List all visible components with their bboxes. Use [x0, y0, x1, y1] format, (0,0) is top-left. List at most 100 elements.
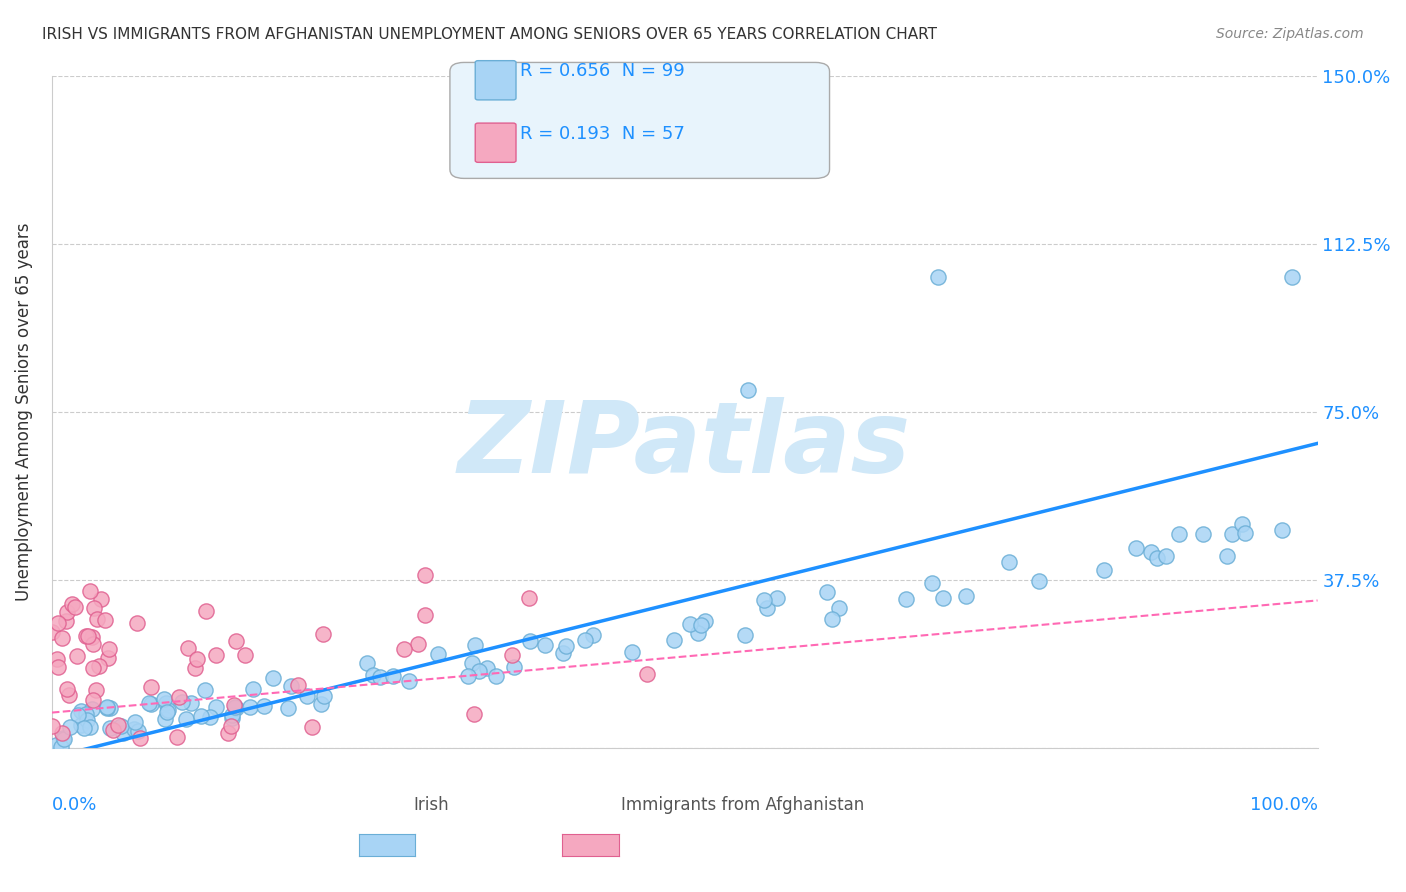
Point — [67, 708, 90, 723]
Point — [1146, 551, 1168, 566]
Point — [124, 714, 146, 729]
Point — [280, 679, 302, 693]
Text: Immigrants from Afghanistan: Immigrants from Afghanistan — [621, 796, 865, 814]
Point — [368, 671, 391, 685]
Point — [84, 682, 107, 697]
Point — [1216, 549, 1239, 563]
Point — [233, 648, 256, 662]
Point — [413, 607, 436, 622]
Point — [998, 555, 1021, 569]
Text: ZIPatlas: ZIPatlas — [458, 397, 911, 494]
Point — [76, 713, 98, 727]
Point — [127, 723, 149, 738]
Point — [398, 673, 420, 688]
Point — [752, 593, 775, 607]
Point — [87, 658, 110, 673]
Point — [406, 637, 429, 651]
Point — [51, 632, 73, 646]
Point — [1156, 549, 1178, 564]
Point — [277, 701, 299, 715]
Point — [534, 638, 557, 652]
Point — [686, 625, 709, 640]
Point — [242, 681, 264, 696]
Point — [70, 718, 93, 732]
Point — [295, 690, 318, 704]
Point — [186, 652, 208, 666]
Point — [309, 697, 332, 711]
Point — [690, 618, 713, 632]
Point — [468, 664, 491, 678]
Point — [636, 667, 658, 681]
Point — [82, 693, 104, 707]
Point — [96, 700, 118, 714]
Point — [693, 614, 716, 628]
Point — [86, 612, 108, 626]
Point — [82, 630, 104, 644]
Point — [63, 600, 86, 615]
Point — [60, 597, 83, 611]
Point — [485, 669, 508, 683]
Point — [392, 641, 415, 656]
Point — [55, 605, 77, 619]
Point — [46, 659, 69, 673]
Point — [221, 711, 243, 725]
Text: 0.0%: 0.0% — [52, 796, 97, 814]
Point — [198, 710, 221, 724]
Text: 100.0%: 100.0% — [1250, 796, 1317, 814]
Point — [103, 723, 125, 738]
Point — [82, 660, 104, 674]
Point — [127, 615, 149, 630]
Point — [222, 698, 245, 712]
Point — [45, 738, 67, 752]
Point — [58, 688, 80, 702]
Point — [927, 270, 949, 285]
Point — [621, 645, 644, 659]
Point — [262, 671, 284, 685]
Point — [122, 722, 145, 736]
Point — [204, 648, 226, 662]
Point — [177, 641, 200, 656]
Point — [1234, 526, 1257, 541]
Point — [219, 718, 242, 732]
Point — [73, 721, 96, 735]
Point — [55, 614, 77, 628]
Point — [1125, 541, 1147, 555]
Point — [76, 629, 98, 643]
Point — [46, 616, 69, 631]
Text: R = 0.656  N = 99: R = 0.656 N = 99 — [520, 62, 685, 80]
Point — [66, 649, 89, 664]
Point — [96, 700, 118, 714]
Point — [517, 591, 540, 606]
Point — [312, 627, 335, 641]
Point — [502, 660, 524, 674]
Point — [457, 669, 479, 683]
Point — [166, 730, 188, 744]
Point — [141, 697, 163, 711]
Point — [519, 634, 541, 648]
Point — [156, 705, 179, 719]
Point — [1220, 527, 1243, 541]
Point — [1281, 270, 1303, 285]
Text: Source: ZipAtlas.com: Source: ZipAtlas.com — [1216, 27, 1364, 41]
Point — [98, 721, 121, 735]
Point — [582, 628, 605, 642]
Point — [225, 633, 247, 648]
Point — [170, 695, 193, 709]
Point — [662, 633, 685, 648]
Point — [41, 719, 63, 733]
Point — [381, 669, 404, 683]
Point — [82, 637, 104, 651]
Point — [955, 589, 977, 603]
Point — [155, 696, 177, 710]
Point — [821, 612, 844, 626]
Point — [75, 706, 97, 721]
Point — [224, 699, 246, 714]
Point — [153, 692, 176, 706]
Point — [79, 584, 101, 599]
Point — [195, 604, 218, 618]
Point — [70, 704, 93, 718]
Point — [110, 719, 132, 733]
Point — [98, 701, 121, 715]
Point — [56, 681, 79, 696]
Point — [46, 651, 69, 665]
